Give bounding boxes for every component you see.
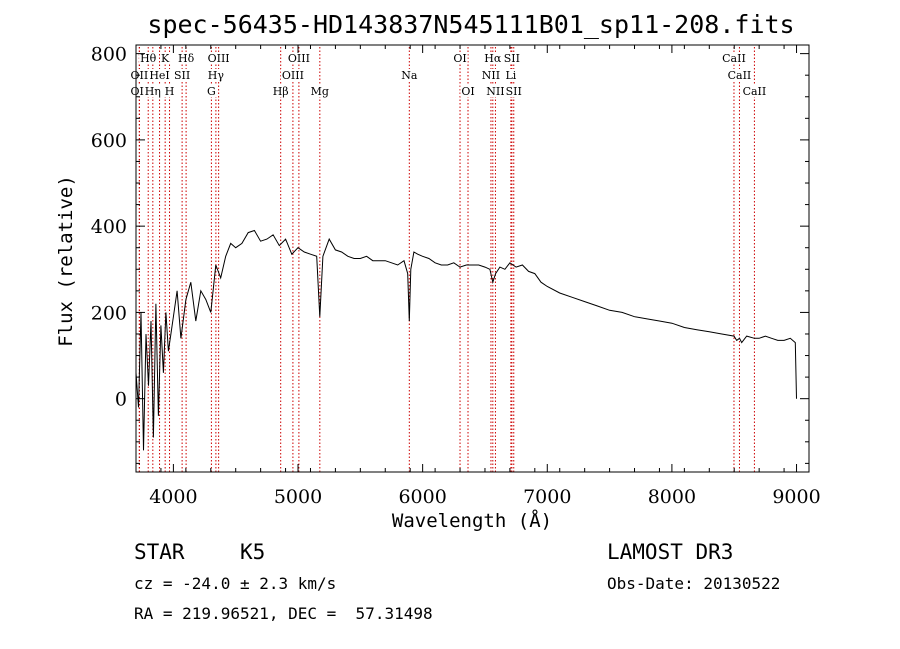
line-label-bg [460, 85, 476, 97]
spectral-line-label: G [207, 85, 216, 98]
spectral-line-label: SII [174, 69, 190, 82]
spectral-line-label: Na [401, 69, 418, 82]
axis-ticks: 4000 5000 6000 7000 8000 9000 0 200 400 600 800 [91, 44, 821, 508]
x-axis-label: Wavelength (Å) [392, 509, 552, 532]
spectral-line-label: HeI [149, 69, 169, 82]
line-label-bg [504, 85, 523, 97]
line-label-bg [148, 69, 171, 81]
spectral-line-label: Hγ [208, 69, 225, 82]
line-label-bg [309, 85, 330, 97]
spectral-line-label: SII [504, 52, 520, 65]
spectral-line-label: CaII [728, 69, 752, 82]
spectral-line-label: CaII [722, 52, 746, 65]
line-label-bg [271, 85, 290, 97]
line-label-bg [206, 85, 217, 97]
spectral-line-label: Li [505, 69, 516, 82]
spectral-line-label: OIII [282, 69, 304, 82]
line-label-bg [172, 69, 192, 81]
line-label-bg [480, 69, 502, 81]
y-tick-label: 0 [115, 389, 127, 411]
x-tick-label: 5000 [274, 486, 322, 508]
line-label-bg [286, 52, 311, 64]
obs-date: Obs-Date: 20130522 [607, 574, 781, 593]
ra-dec: RA = 219.96521, DEC = 57.31498 [134, 604, 433, 623]
spectral-line-label: K [161, 52, 170, 65]
spectral-line-label: OIII [288, 52, 310, 65]
x-tick-label: 8000 [648, 486, 696, 508]
line-label-bg [721, 52, 747, 64]
series-group [135, 229, 797, 451]
line-label-bg [206, 69, 225, 81]
line-label-bg [485, 85, 506, 97]
x-tick-label: 9000 [772, 486, 820, 508]
spectral-line-label: Hβ [273, 85, 289, 98]
survey-name: LAMOST DR3 [607, 540, 734, 564]
line-label-bg [502, 52, 522, 64]
y-tick-label: 800 [91, 44, 127, 66]
line-label-bg [400, 69, 419, 81]
line-markers [138, 47, 755, 472]
y-axis-label: Flux (relative) [55, 175, 77, 347]
spectral-line-label: Hθ [140, 52, 157, 65]
x-tick-label: 4000 [149, 486, 197, 508]
spectral-line-label: NII [486, 85, 504, 98]
redshift-cz: cz = -24.0 ± 2.3 km/s [134, 574, 337, 593]
spectral-line-label: Mg [311, 85, 329, 98]
line-label-bg [139, 52, 158, 64]
line-label-bg [143, 85, 162, 97]
line-label-bg [280, 69, 305, 81]
spectral-line-label: OIII [208, 52, 230, 65]
spectral-line-label: Hα [484, 52, 502, 65]
spectral-line-label: SII [506, 85, 522, 98]
line-label-bg [176, 52, 196, 64]
spectral-line-label: NII [482, 69, 500, 82]
spectral-line-label: CaII [743, 85, 767, 98]
spectrum-line [135, 229, 797, 451]
object-subclass: K5 [240, 540, 266, 564]
line-label-bg [160, 52, 171, 64]
y-tick-label: 200 [91, 302, 127, 324]
spectral-line-label: OI [453, 52, 466, 65]
object-class: STAR [134, 540, 185, 564]
spectral-line-label: H [165, 85, 175, 98]
line-label-bg [741, 85, 768, 97]
x-tick-label: 7000 [523, 486, 571, 508]
line-label-bg [726, 69, 753, 81]
line-label-bg [483, 52, 503, 64]
line-label-bg [452, 52, 468, 64]
plot-frame [135, 44, 810, 473]
line-label-bg [163, 85, 176, 97]
spectral-line-label: OI [461, 85, 474, 98]
line-label-bg [504, 69, 518, 81]
spectral-line-label: Hδ [178, 52, 195, 65]
y-tick-label: 400 [91, 216, 127, 238]
line-label-bg [206, 52, 231, 64]
x-tick-label: 6000 [398, 486, 446, 508]
spectral-line-label: Hη [145, 85, 161, 98]
chart-title: spec-56435-HD143837N545111B01_sp11-208.f… [147, 10, 794, 39]
y-tick-label: 600 [91, 130, 127, 152]
